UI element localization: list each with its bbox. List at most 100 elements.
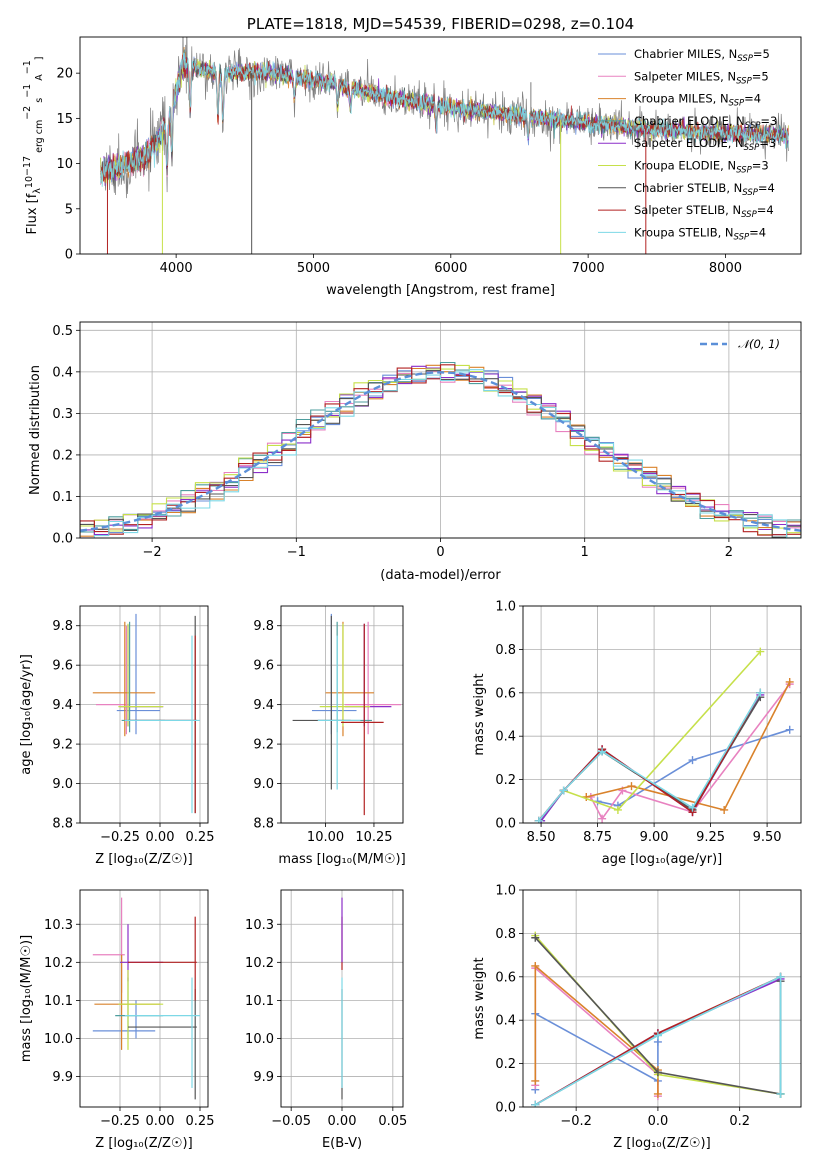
legend-count: =3	[759, 136, 776, 150]
legend-label-salpeter_stelib: Salpeter STELIB, NSSP=4	[634, 203, 774, 220]
panel-mass_vs_ebv: −0.05 0.00 0.05 9.9 10.0 10.1 10.2 10.3 E(B-V)	[245, 889, 407, 1151]
x-tick-label: 1	[581, 545, 589, 560]
mass-weight-marker-kroupa_miles	[720, 805, 729, 814]
x-tick-label: 0	[436, 545, 444, 560]
y-tick-label: 9.4	[52, 698, 73, 713]
y-tick-label: 9.2	[253, 738, 274, 753]
y-tick-label: 10.2	[245, 956, 274, 971]
y-axis-label-part: ]	[34, 56, 45, 60]
mass-weight-marker-kroupa_miles	[627, 782, 636, 791]
y-tick-label: 8.8	[52, 817, 73, 832]
mass-weight-marker-kroupa_stelib	[534, 816, 543, 823]
x-tick-label: 0.00	[328, 1114, 357, 1129]
y-tick-label: 9.9	[253, 1070, 274, 1085]
legend-count: =4	[758, 181, 775, 195]
mass-weight-marker-kroupa_stelib	[776, 972, 785, 981]
y-axis-label: mass weight	[472, 673, 487, 755]
legend-text: Kroupa STELIB, N	[634, 225, 734, 239]
legend-label-kroupa_stelib: Kroupa STELIB, NSSP=4	[634, 225, 766, 242]
y-tick-label: 0.6	[495, 970, 516, 985]
model-spectrum-kroupa_stelib	[100, 52, 789, 187]
axes-frame	[280, 605, 404, 824]
y-axis-label-part: Flux [f	[25, 193, 40, 234]
y-tick-label: 20	[56, 67, 73, 82]
plot-area-residuals	[80, 361, 801, 538]
mass-weight-line-salpeter_miles	[590, 683, 791, 821]
axes-frame	[522, 605, 802, 824]
panel-massweight_vs_Z: −0.2 0.0 0.2 0.0 0.2 0.4 0.6 0.8 1.0 Z [log₁₀(Z/Z…	[472, 884, 802, 1151]
y-axis-label-part: −17	[22, 156, 33, 176]
x-tick-label: 0.00	[146, 830, 175, 845]
x-axis-label: (data-model)/error	[380, 568, 501, 583]
legend-subscript: SSP	[742, 188, 758, 198]
y-tick-label: 10.1	[245, 994, 274, 1009]
mass-weight-line-kroupa_stelib	[534, 975, 782, 1106]
x-tick-label: −0.05	[271, 1114, 311, 1129]
x-tick-label: 9.50	[753, 830, 782, 845]
x-tick-label: 4000	[160, 261, 193, 276]
legend-text: Kroupa ELODIE, N	[634, 159, 736, 173]
legend-normal-label: 𝒩(0, 1)	[738, 337, 780, 351]
y-tick-label: 0.5	[52, 324, 73, 339]
x-axis-label: E(B-V)	[322, 1136, 362, 1151]
legend-subscript: SSP	[736, 76, 752, 86]
axes-frame	[522, 889, 802, 1108]
y-tick-label: 10.2	[44, 956, 73, 971]
mass-weight-marker-chabrier_stelib	[653, 1068, 662, 1077]
legend-text: Kroupa MILES, N	[634, 92, 729, 106]
x-axis-label: wavelength [Angstrom, rest frame]	[326, 283, 555, 298]
x-tick-label: 0.00	[146, 1114, 175, 1129]
legend-count: =3	[760, 114, 777, 128]
plot-area-spectrum	[100, 37, 789, 254]
x-tick-label: 0.25	[186, 1114, 215, 1129]
y-tick-label: 0.4	[495, 730, 516, 745]
legend-label-kroupa_miles: Kroupa MILES, NSSP=4	[634, 92, 761, 109]
y-tick-label: 10.3	[245, 918, 274, 933]
y-tick-label: 9.8	[52, 619, 73, 634]
mass-weight-marker-salpeter_miles	[598, 814, 607, 823]
y-tick-label: 0.8	[495, 643, 516, 658]
y-tick-label: 0.2	[52, 448, 73, 463]
x-tick-label: 5000	[297, 261, 330, 276]
panel-age_vs_Z: −0.25 0.00 0.25 8.8 9.0 9.2 9.4 9.6 9.8 Z [log₁₀(…	[19, 605, 214, 867]
x-tick-label: 9.00	[640, 830, 669, 845]
y-tick-label: 9.4	[253, 698, 274, 713]
y-tick-label: 0.3	[52, 407, 73, 422]
mass-weight-marker-kroupa_miles	[785, 677, 794, 686]
mass-weight-marker-kroupa_stelib	[531, 1100, 540, 1107]
legend-count: =4	[749, 225, 766, 239]
legend-label-salpeter_miles: Salpeter MILES, NSSP=5	[634, 69, 769, 86]
y-tick-label: 0.2	[495, 773, 516, 788]
panel-residuals: −2 −1 0 1 2 0.0 0.1 0.2 0.3 0.4 0.5 (data-model)/er…	[28, 321, 802, 583]
y-tick-label: 10	[56, 157, 73, 172]
panel-spectrum: 4000 5000 6000 7000 8000 0 5 10 15 20 PLATE=1818, …	[22, 15, 802, 298]
legend-count: =3	[752, 159, 769, 173]
y-tick-label: 9.6	[253, 659, 274, 674]
y-tick-label: 9.8	[253, 619, 274, 634]
mass-weight-marker-kroupa_miles	[531, 961, 540, 970]
mass-weight-marker-kroupa_stelib	[653, 1031, 662, 1040]
mass-weight-line-chabrier_elodie	[540, 692, 761, 822]
legend-text: Salpeter STELIB, N	[634, 203, 741, 217]
x-tick-label: 2	[725, 545, 733, 560]
y-axis-label-part: 10	[24, 176, 35, 188]
y-axis-label-part: A	[34, 74, 45, 84]
normal-curve	[80, 371, 801, 532]
plot-area-massweight_vs_Z	[531, 931, 785, 1107]
legend-count: =4	[744, 92, 761, 106]
plot-area-massweight_vs_age	[534, 647, 794, 823]
y-tick-label: 9.2	[52, 738, 73, 753]
y-tick-label: 0	[65, 248, 73, 263]
x-tick-label: 6000	[434, 261, 467, 276]
panel-age_vs_mass: 10.00 10.25 8.8 9.0 9.2 9.4 9.6 9.8 mass [log₁₀(…	[253, 605, 406, 867]
mass-weight-line-salpeter_stelib	[538, 692, 761, 822]
y-tick-label: 0.0	[495, 1101, 516, 1116]
legend-subscript: SSP	[737, 54, 753, 64]
panel-massweight_vs_age: 8.50 8.75 9.00 9.25 9.50 0.0 0.2 0.4 0.6 0.8 1.0 ag…	[472, 600, 802, 867]
mass-weight-marker-kroupa_stelib	[776, 1089, 785, 1098]
y-tick-label: 0.4	[495, 1014, 516, 1029]
y-axis-label: mass weight	[472, 957, 487, 1039]
legend-label-salpeter_elodie: Salpeter ELODIE, NSSP=3	[634, 136, 776, 153]
mass-weight-marker-chabrier_miles	[785, 725, 794, 734]
